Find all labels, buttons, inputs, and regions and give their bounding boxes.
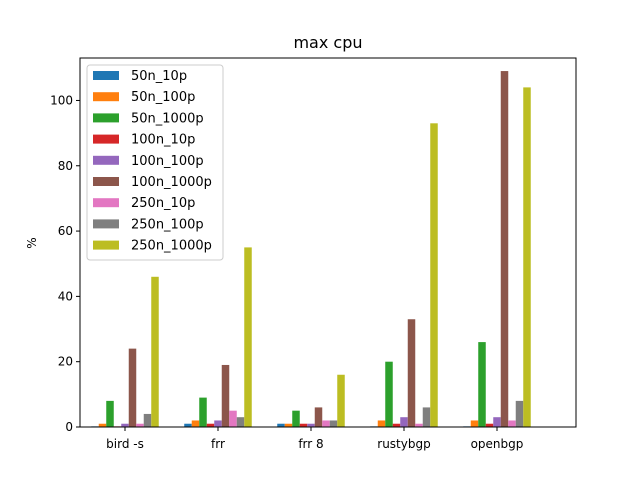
legend-swatch bbox=[93, 71, 119, 80]
bar-250n_100p-frr8 bbox=[329, 420, 338, 427]
y-tick-label: 20 bbox=[58, 355, 73, 369]
bar-50n_10p-frr8 bbox=[277, 423, 285, 427]
legend-label: 50n_1000p bbox=[131, 111, 204, 126]
bar-100n_100p-frr8 bbox=[307, 423, 315, 427]
bar-250n_100p-bird-s bbox=[143, 413, 152, 427]
bar-100n_10p-openbgp bbox=[485, 423, 494, 427]
legend-swatch bbox=[93, 113, 119, 123]
bar-50n_100p-frr bbox=[191, 420, 200, 427]
legend-label: 50n_100p bbox=[131, 90, 195, 105]
bar-100n_1000p-rustybgp bbox=[407, 319, 416, 427]
bar-250n_100p-frr bbox=[236, 417, 245, 427]
legend-swatch bbox=[93, 92, 119, 102]
legend-swatch bbox=[93, 177, 119, 186]
bar-50n_100p-bird-s bbox=[98, 423, 107, 427]
bar-250n_10p-frr8 bbox=[322, 420, 330, 427]
legend-label: 50n_10p bbox=[131, 69, 187, 84]
legend-label: 100n_1000p bbox=[131, 175, 212, 190]
y-axis-label: % bbox=[25, 237, 39, 248]
bar-100n_10p-frr bbox=[206, 423, 215, 427]
bar-100n_100p-openbgp bbox=[493, 417, 501, 427]
bar-250n_100p-rustybgp bbox=[422, 407, 431, 427]
bar-100n_100p-frr bbox=[214, 420, 222, 427]
legend-label: 250n_100p bbox=[131, 217, 204, 232]
chart-title: max cpu bbox=[293, 33, 362, 52]
bar-250n_100p-openbgp bbox=[515, 400, 524, 427]
y-tick-label: 100 bbox=[50, 93, 73, 107]
legend-swatch bbox=[93, 219, 119, 229]
y-tick-label: 80 bbox=[58, 159, 73, 173]
bar-50n_100p-frr8 bbox=[284, 423, 293, 427]
bars-group bbox=[91, 71, 531, 427]
bar-50n_10p-frr bbox=[184, 423, 192, 427]
legend-swatch bbox=[93, 198, 119, 208]
x-tick-label: frr 8 bbox=[298, 437, 323, 451]
bar-250n_1000p-frr8 bbox=[337, 374, 345, 427]
bar-100n_100p-bird-s bbox=[121, 423, 129, 427]
legend: 50n_10p 50n_100p 50n_1000p 100n_10p 100n_100… bbox=[86, 64, 224, 261]
y-ticks-group: 0 20 40 60 80 100 bbox=[50, 93, 80, 434]
bar-100n_1000p-bird-s bbox=[128, 348, 137, 427]
y-tick-label: 40 bbox=[58, 289, 73, 303]
bar-100n_10p-rustybgp bbox=[392, 423, 401, 427]
legend-swatch bbox=[93, 134, 119, 144]
bar-250n_1000p-rustybgp bbox=[430, 123, 438, 427]
bar-250n_1000p-bird-s bbox=[151, 276, 159, 427]
legend-label: 100n_100p bbox=[131, 154, 204, 169]
x-tick-label: bird -s bbox=[106, 437, 144, 451]
x-tick-label: openbgp bbox=[471, 437, 524, 451]
y-tick-label: 0 bbox=[65, 420, 73, 434]
plot-frame bbox=[79, 57, 577, 428]
legend-label: 100n_10p bbox=[131, 133, 195, 148]
bar-50n_1000p-openbgp bbox=[478, 342, 486, 427]
bar-250n_10p-rustybgp bbox=[415, 423, 423, 427]
bar-100n_100p-rustybgp bbox=[400, 417, 408, 427]
bar-50n_1000p-bird-s bbox=[106, 400, 114, 427]
bar-250n_1000p-frr bbox=[244, 247, 252, 427]
bar-250n_10p-frr bbox=[229, 410, 237, 427]
legend-box bbox=[86, 64, 224, 261]
y-tick-label: 60 bbox=[58, 224, 73, 238]
x-ticks-group: bird -s frr frr 8 rustybgp openbgp bbox=[106, 427, 523, 451]
bar-50n_1000p-frr8 bbox=[292, 410, 300, 427]
x-tick-label: rustybgp bbox=[377, 437, 430, 451]
bar-100n_1000p-frr8 bbox=[314, 407, 323, 427]
bar-50n_100p-rustybgp bbox=[377, 420, 386, 427]
bar-50n_1000p-rustybgp bbox=[385, 361, 393, 427]
x-tick-label: frr bbox=[211, 437, 225, 451]
bar-250n_10p-openbgp bbox=[508, 420, 516, 427]
legend-label: 250n_1000p bbox=[131, 239, 212, 254]
bar-100n_10p-frr8 bbox=[299, 423, 308, 427]
legend-label: 250n_10p bbox=[131, 196, 195, 211]
legend-swatch bbox=[93, 240, 119, 250]
legend-swatch bbox=[93, 155, 119, 165]
bar-100n_1000p-openbgp bbox=[500, 71, 509, 427]
bar-100n_1000p-frr bbox=[221, 364, 230, 427]
bar-50n_100p-openbgp bbox=[470, 420, 479, 427]
bar-250n_10p-bird-s bbox=[136, 423, 144, 427]
bar-50n_1000p-frr bbox=[199, 397, 207, 427]
bar-250n_1000p-openbgp bbox=[523, 87, 531, 427]
